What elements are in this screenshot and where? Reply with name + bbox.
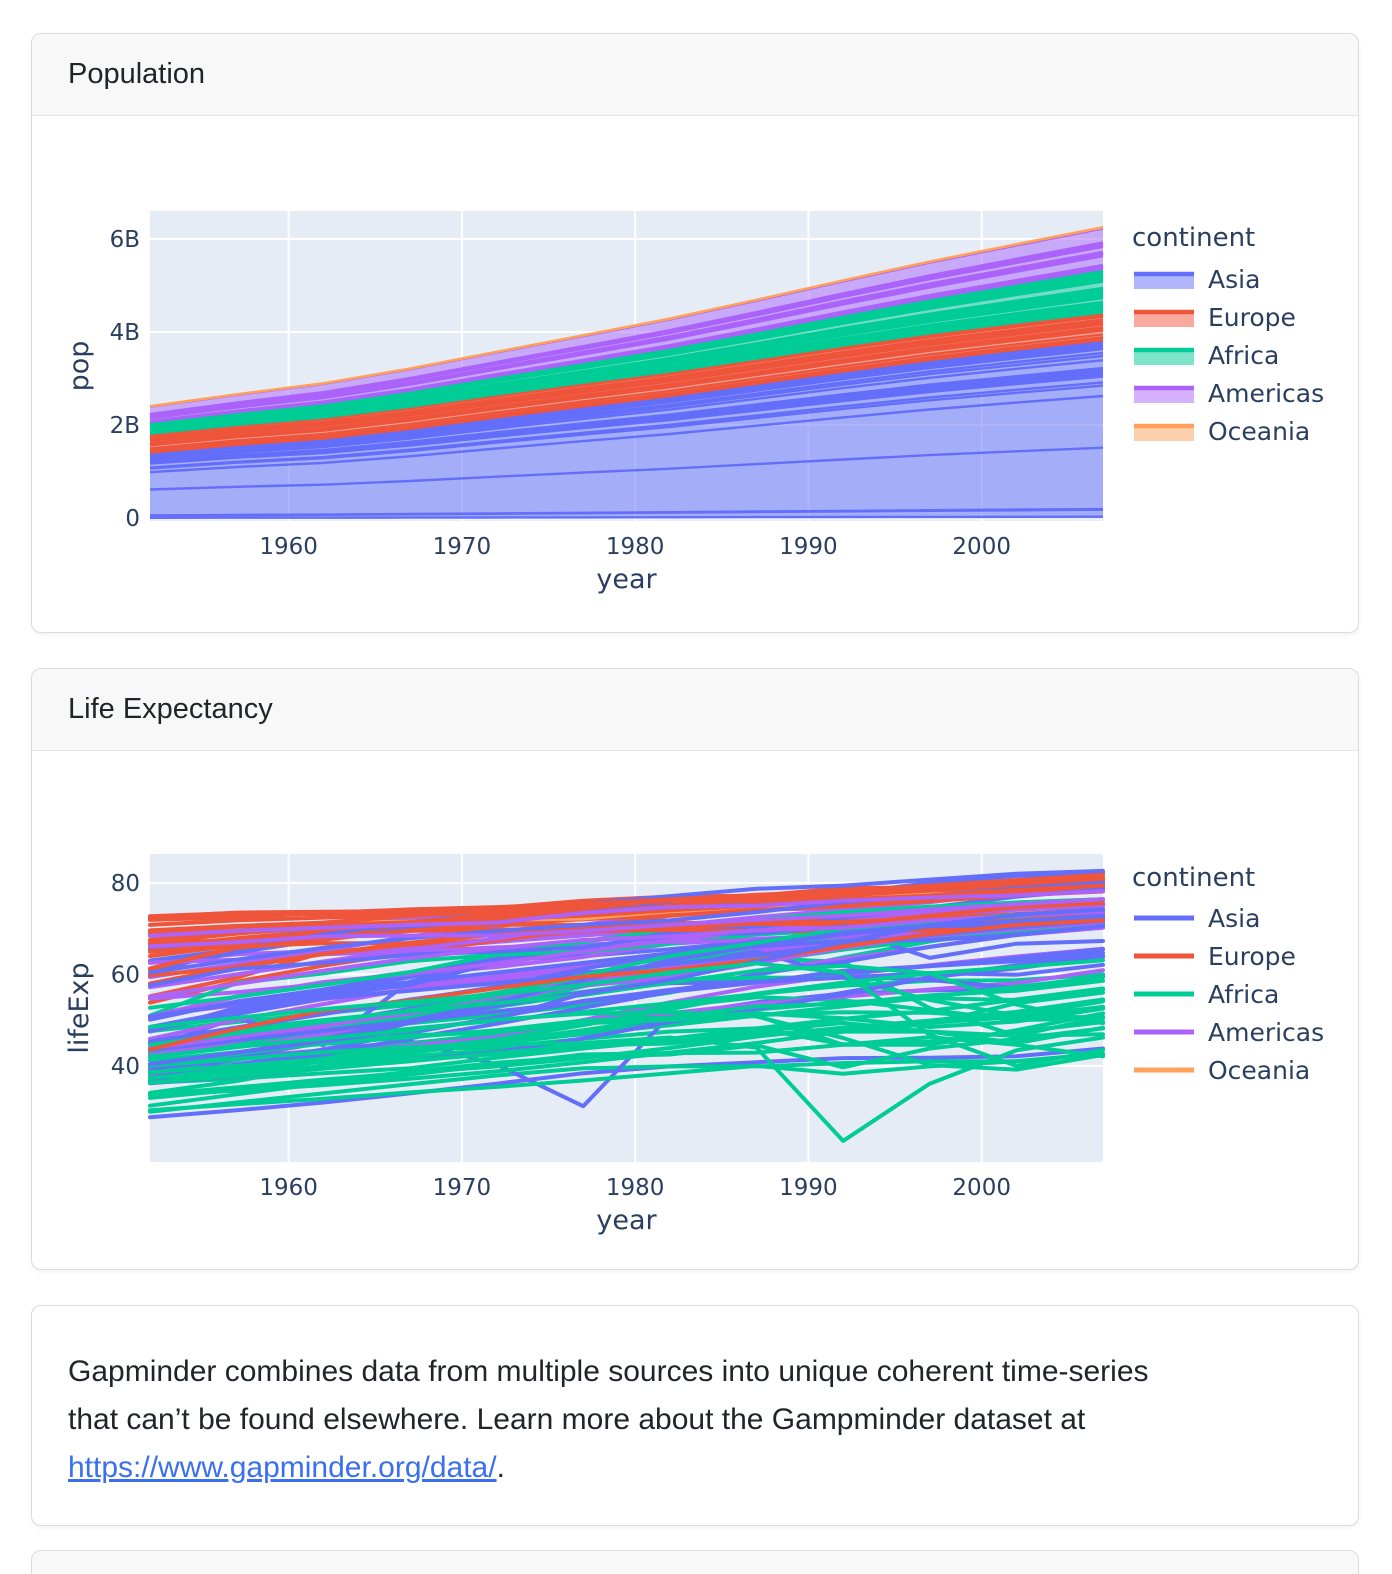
about-paragraph: Gapminder combines data from multiple so… <box>32 1306 1234 1492</box>
life-expectancy-card: Life Expectancy 1960 1970 1980 1990 2000 40 60… <box>31 668 1359 1270</box>
life-expectancy-card-header: Life Expectancy <box>32 669 1358 751</box>
area-line-other-europe-a <box>149 336 1104 452</box>
next-card-peek <box>31 1550 1359 1574</box>
life-exp-line-nigeria <box>148 1029 1105 1085</box>
life-exp-line-zambia <box>148 1009 1105 1072</box>
life-exp-line-somalia <box>148 1026 1105 1100</box>
legend-swatch-fill <box>1134 352 1194 365</box>
legend-swatch-fill <box>1134 276 1194 289</box>
legend-label: Oceania <box>1208 1056 1310 1085</box>
x-tick-label: 1980 <box>606 1175 665 1201</box>
x-axis-title: year <box>596 1205 657 1236</box>
y-tick-label: 60 <box>111 962 140 988</box>
about-card: Gapminder combines data from multiple so… <box>31 1305 1359 1526</box>
x-tick-label: 1960 <box>259 534 318 560</box>
legend-label: Asia <box>1208 904 1260 933</box>
life-exp-line-turkey <box>148 918 1105 1052</box>
y-tick-label: 80 <box>111 871 140 897</box>
area-line-other-west-asia <box>149 366 1104 463</box>
legend-label: Europe <box>1208 303 1296 332</box>
y-tick-label: 40 <box>111 1054 140 1080</box>
legend-item-americas[interactable]: Americas <box>1134 379 1324 408</box>
life-exp-line-zimbabwe <box>148 961 1105 1068</box>
legend-label: Africa <box>1208 980 1279 1009</box>
x-tick-label: 2000 <box>952 1175 1011 1201</box>
life-exp-line-mexico <box>148 898 1105 1019</box>
legend-title: continent <box>1132 863 1255 893</box>
legend-item-africa[interactable]: Africa <box>1134 980 1279 1009</box>
legend-label: Europe <box>1208 942 1296 971</box>
area-band-united-states <box>150 228 1103 415</box>
y-axis-title: pop <box>64 341 95 392</box>
legend-label: Oceania <box>1208 417 1310 446</box>
y-tick-label: 2B <box>110 413 140 439</box>
life-exp-line-indonesia <box>148 923 1105 1080</box>
legend-item-africa[interactable]: Africa <box>1134 341 1279 370</box>
area-band-china <box>150 447 1103 516</box>
gapminder-data-link[interactable]: https://www.gapminder.org/data/ <box>68 1451 497 1484</box>
x-tick-label: 1980 <box>606 534 665 560</box>
life-exp-line-south-africa <box>148 963 1105 1045</box>
population-card-header: Population <box>32 34 1358 116</box>
life-exp-line-thailand <box>148 923 1105 1019</box>
life-expectancy-chart[interactable]: 1960 1970 1980 1990 2000 40 60 80 year lifeExp con… <box>32 751 1358 1269</box>
x-tick-label: 1970 <box>433 1175 492 1201</box>
area-line-other-americas-b <box>149 250 1104 418</box>
x-tick-label: 1990 <box>779 1175 838 1201</box>
life-exp-line-rwanda <box>148 1035 1105 1143</box>
life-exp-line-vietnam <box>148 907 1105 1067</box>
population-card: Population 1960 1970 1980 1990 2000 0 2B 4B 6B ye… <box>31 33 1359 633</box>
x-tick-label: 1970 <box>433 534 492 560</box>
legend-label: Asia <box>1208 265 1260 294</box>
life-exp-line-angola <box>148 1051 1105 1114</box>
x-axis-title: year <box>596 564 657 595</box>
legend-item-asia[interactable]: Asia <box>1134 265 1260 294</box>
life-exp-line-afghanistan <box>148 1046 1105 1120</box>
legend-item-oceania[interactable]: Oceania <box>1134 417 1310 446</box>
y-tick-label: 6B <box>110 227 140 253</box>
life-exp-line-united-states <box>148 889 1105 938</box>
legend-swatch-fill <box>1134 314 1194 327</box>
y-tick-label: 4B <box>110 320 140 346</box>
legend-label: Americas <box>1208 379 1324 408</box>
population-chart[interactable]: 1960 1970 1980 1990 2000 0 2B 4B 6B year pop contin… <box>32 116 1358 632</box>
life-exp-line-romania <box>148 915 1105 972</box>
legend-item-europe[interactable]: Europe <box>1134 942 1296 971</box>
legend-label: Africa <box>1208 341 1279 370</box>
legend-item-asia[interactable]: Asia <box>1134 904 1260 933</box>
x-tick-label: 2000 <box>952 534 1011 560</box>
legend-item-europe[interactable]: Europe <box>1134 303 1296 332</box>
life-exp-line-pakistan <box>148 947 1105 1053</box>
area-band-india <box>150 396 1103 490</box>
legend-item-americas[interactable]: Americas <box>1134 1018 1324 1047</box>
life-exp-line-sudan <box>148 978 1105 1075</box>
life-expectancy-card-title: Life Expectancy <box>68 693 273 725</box>
x-tick-label: 1960 <box>259 1175 318 1201</box>
legend-label: Americas <box>1208 1018 1324 1047</box>
legend-title: continent <box>1132 223 1255 253</box>
legend-swatch-fill <box>1134 428 1194 441</box>
about-text-after-link: . <box>496 1451 505 1484</box>
life-exp-line-united-kingdom <box>148 883 1105 935</box>
life-exp-line-venezuela <box>148 909 1105 999</box>
life-expectancy-card-body: 1960 1970 1980 1990 2000 40 60 80 year lifeExp con… <box>32 751 1358 1269</box>
legend-item-oceania[interactable]: Oceania <box>1134 1056 1310 1085</box>
life-exp-line-spain <box>148 876 1105 954</box>
life-exp-line-uruguay <box>148 897 1105 949</box>
life-exp-line-sri-lanka <box>148 915 1105 988</box>
about-text-before-link: Gapminder combines data from multiple so… <box>68 1355 1149 1436</box>
life-exp-line-switzerland <box>148 873 1105 933</box>
y-tick-label: 0 <box>125 506 140 532</box>
y-axis-title: lifeExp <box>64 962 95 1053</box>
x-tick-label: 1990 <box>779 534 838 560</box>
population-card-body: 1960 1970 1980 1990 2000 0 2B 4B 6B year pop contin… <box>32 116 1358 632</box>
population-card-title: Population <box>68 58 206 90</box>
area-line-new-zealand <box>149 226 1104 408</box>
legend-swatch-fill <box>1134 390 1194 403</box>
life-exp-line-reunion <box>148 897 1105 1010</box>
